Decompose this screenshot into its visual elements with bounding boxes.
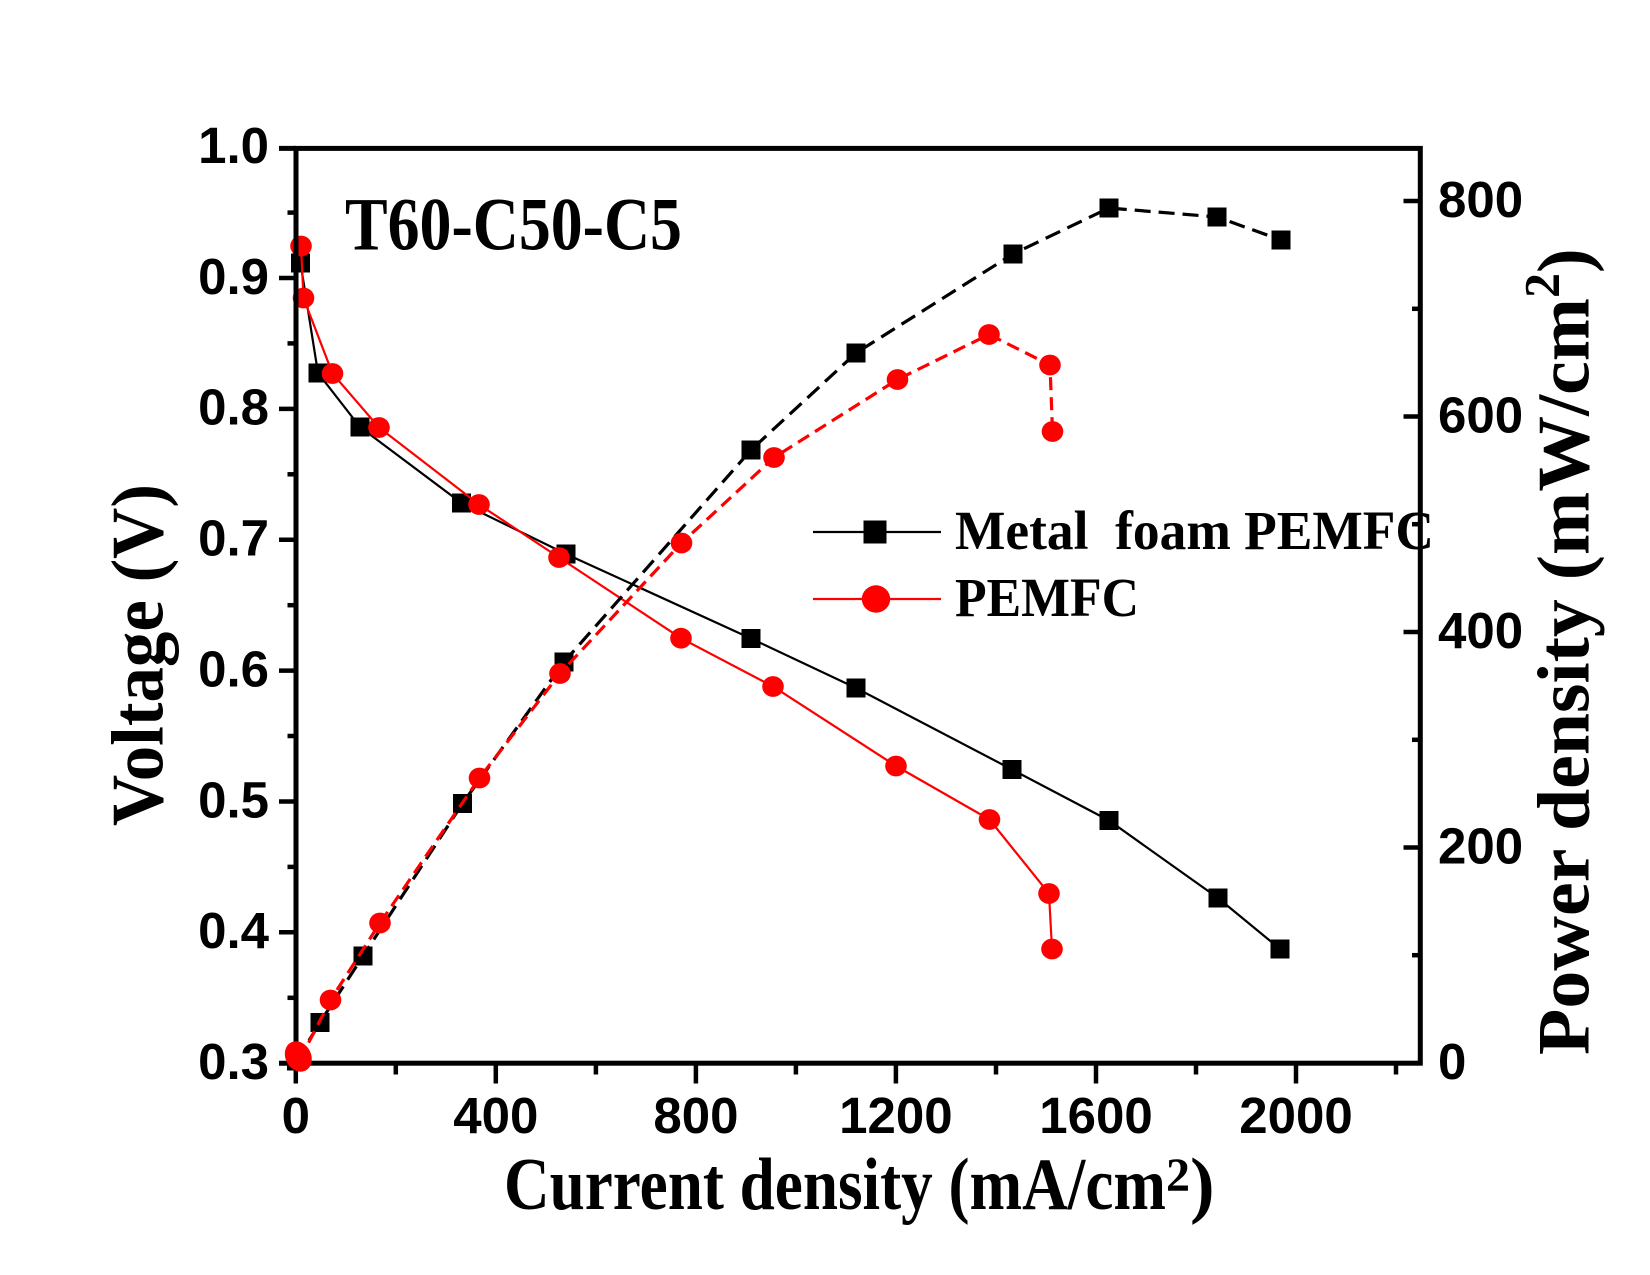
svg-text:200: 200 <box>1438 817 1523 874</box>
svg-text:0.6: 0.6 <box>198 640 269 697</box>
svg-text:0: 0 <box>1438 1033 1466 1090</box>
svg-text:400: 400 <box>1438 602 1523 659</box>
svg-text:Metal foam PEMFC: Metal foam PEMFC <box>955 500 1434 561</box>
svg-text:0.4: 0.4 <box>198 902 270 959</box>
svg-text:1200: 1200 <box>839 1087 952 1144</box>
svg-text:T60-C50-C5: T60-C50-C5 <box>345 184 682 267</box>
svg-text:600: 600 <box>1438 386 1523 443</box>
svg-text:0.3: 0.3 <box>198 1033 269 1090</box>
svg-text:0.9: 0.9 <box>198 248 269 305</box>
svg-text:400: 400 <box>453 1087 538 1144</box>
svg-text:Power density (mW/cm2): Power density (mW/cm2) <box>1514 248 1606 1055</box>
svg-text:0.8: 0.8 <box>198 379 269 436</box>
svg-text:Voltage (V): Voltage (V) <box>98 484 180 826</box>
svg-text:0: 0 <box>282 1087 310 1144</box>
svg-text:1600: 1600 <box>1039 1087 1152 1144</box>
svg-text:800: 800 <box>1438 171 1523 228</box>
svg-text:PEMFC: PEMFC <box>955 567 1139 628</box>
svg-text:Current density (mA/cm2): Current density (mA/cm2) <box>504 1144 1215 1226</box>
svg-text:0.5: 0.5 <box>198 771 269 828</box>
svg-text:0.7: 0.7 <box>198 510 269 567</box>
svg-text:800: 800 <box>653 1087 738 1144</box>
svg-text:2000: 2000 <box>1239 1087 1352 1144</box>
svg-text:1.0: 1.0 <box>198 117 269 174</box>
